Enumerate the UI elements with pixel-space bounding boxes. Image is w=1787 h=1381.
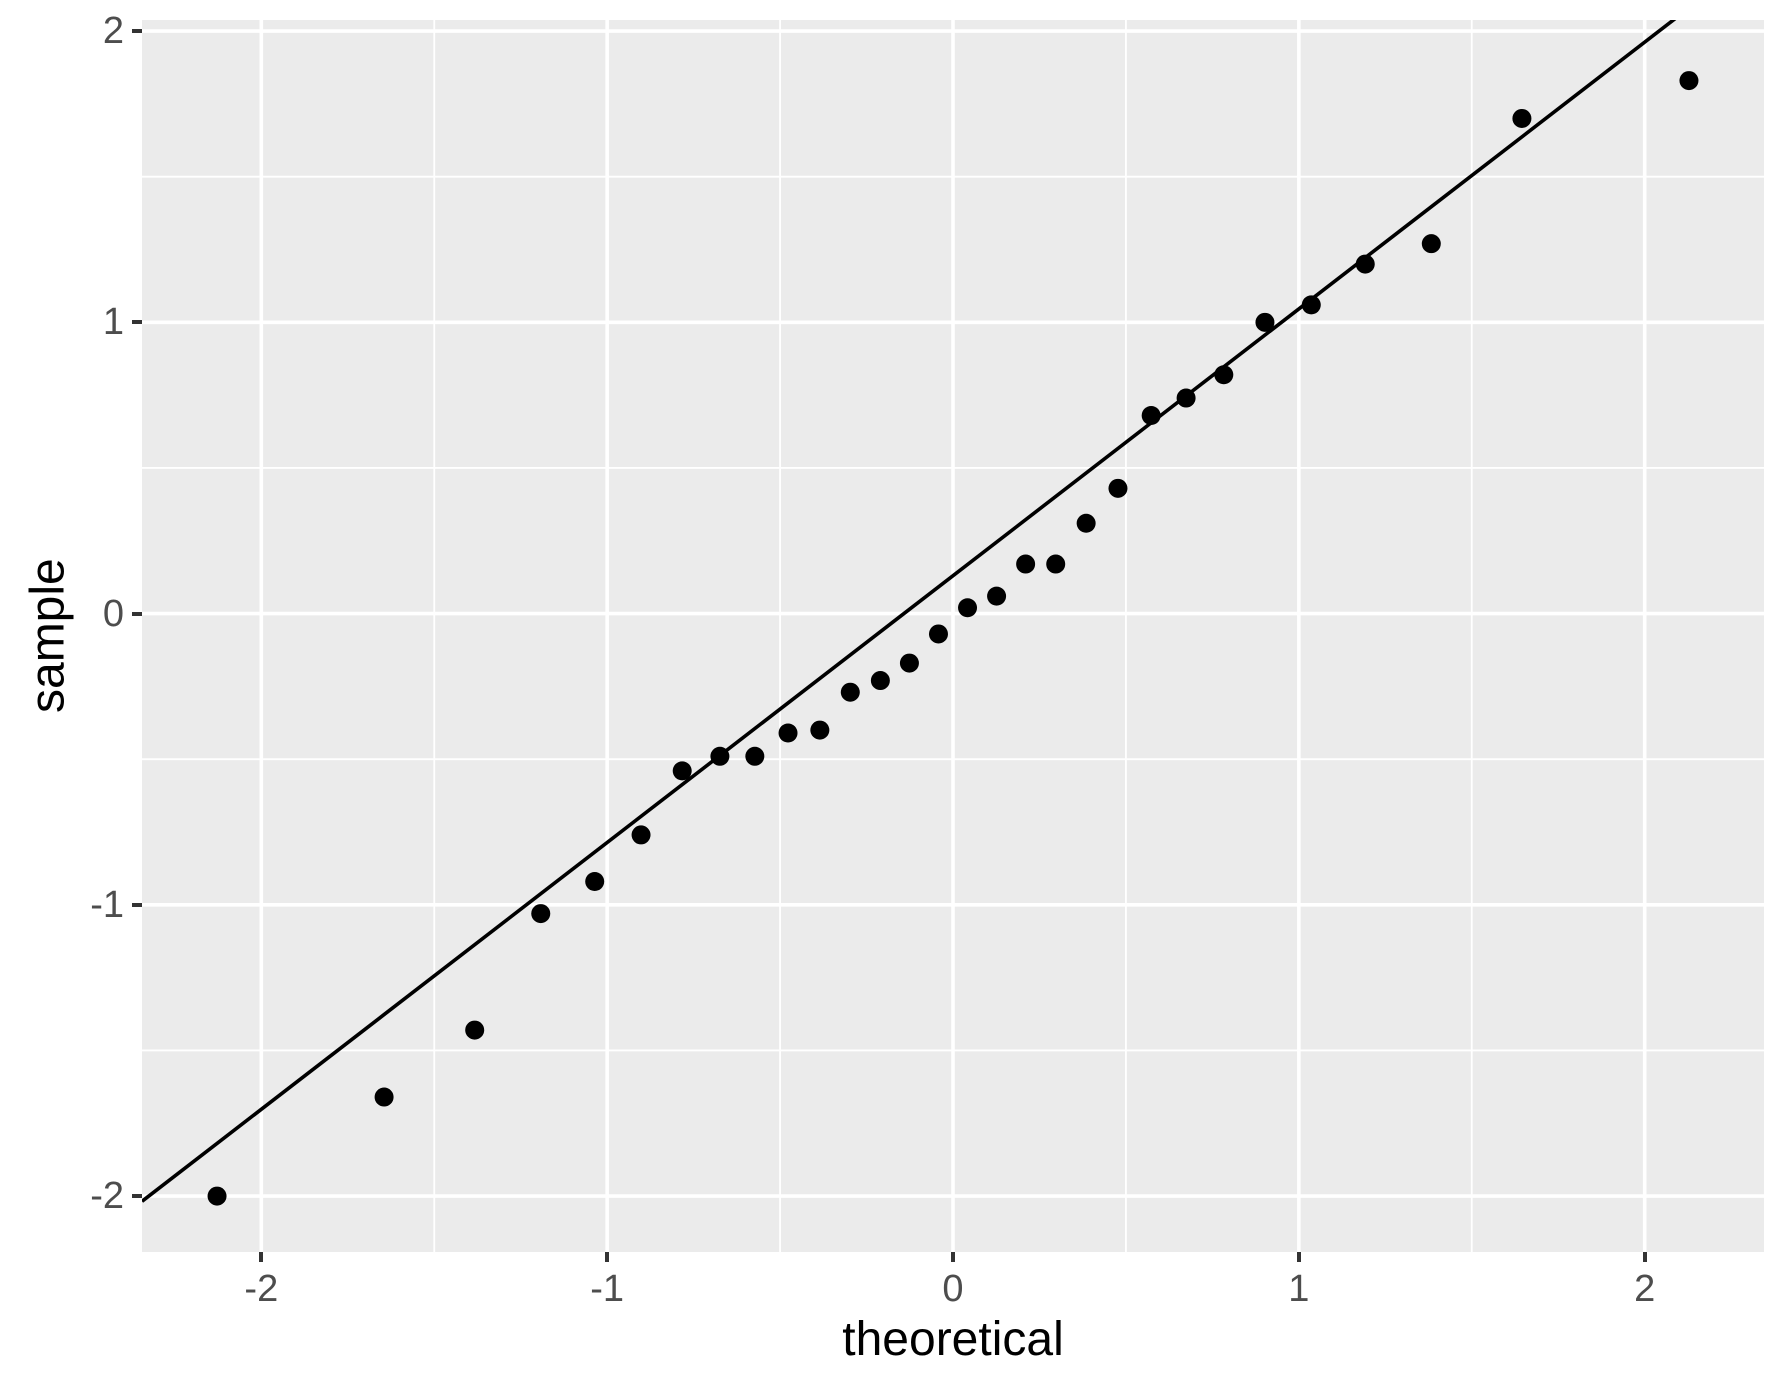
data-point bbox=[1421, 234, 1441, 254]
y-tick-label: 0 bbox=[102, 592, 124, 635]
y-tick-mark bbox=[132, 1194, 142, 1199]
x-tick-label: 0 bbox=[942, 1268, 964, 1310]
y-tick-mark bbox=[132, 320, 142, 325]
data-point bbox=[745, 746, 765, 766]
data-point bbox=[1176, 388, 1196, 408]
x-tick-mark bbox=[1296, 1252, 1301, 1262]
plot-panel bbox=[142, 20, 1764, 1252]
x-tick-mark bbox=[605, 1252, 610, 1262]
y-tick-mark bbox=[132, 902, 142, 907]
x-tick-label: 2 bbox=[1634, 1268, 1656, 1310]
data-point bbox=[987, 586, 1007, 606]
data-point bbox=[1046, 554, 1066, 574]
y-tick-label: 2 bbox=[102, 10, 124, 53]
y-tick-mark bbox=[132, 611, 142, 616]
data-point bbox=[1255, 312, 1275, 332]
y-tick-label: -1 bbox=[90, 883, 124, 926]
data-point bbox=[531, 904, 551, 924]
data-point bbox=[840, 682, 860, 702]
data-point bbox=[1076, 513, 1096, 533]
data-point bbox=[672, 761, 692, 781]
data-point bbox=[1355, 254, 1375, 274]
data-point bbox=[710, 746, 730, 766]
data-point bbox=[870, 671, 890, 691]
data-point bbox=[778, 723, 798, 743]
x-tick-mark bbox=[951, 1252, 955, 1262]
plot-svg bbox=[142, 20, 1764, 1252]
y-tick-label: 1 bbox=[102, 301, 124, 344]
data-point bbox=[465, 1020, 485, 1040]
data-point bbox=[958, 598, 978, 618]
data-point bbox=[1214, 365, 1234, 385]
x-tick-label: -1 bbox=[590, 1268, 625, 1310]
data-point bbox=[1301, 295, 1321, 315]
data-point bbox=[1512, 108, 1532, 128]
data-point bbox=[1679, 71, 1699, 91]
data-point bbox=[1141, 406, 1161, 426]
data-point bbox=[631, 825, 651, 845]
data-point bbox=[928, 624, 948, 644]
x-axis-title: theoretical bbox=[842, 1313, 1064, 1366]
x-tick-label: 1 bbox=[1288, 1268, 1310, 1310]
data-point bbox=[1108, 478, 1128, 498]
data-point bbox=[207, 1186, 227, 1206]
x-tick-label: -2 bbox=[244, 1268, 279, 1310]
data-point bbox=[899, 653, 919, 673]
y-tick-label: -2 bbox=[90, 1175, 124, 1218]
y-axis-title: sample bbox=[21, 558, 75, 714]
data-point bbox=[810, 720, 830, 740]
y-tick-mark bbox=[132, 29, 142, 34]
data-point bbox=[585, 872, 605, 892]
qq-reference-line bbox=[142, 20, 1677, 1203]
x-tick-mark bbox=[259, 1252, 264, 1262]
data-point bbox=[1016, 554, 1036, 574]
data-point bbox=[374, 1087, 394, 1107]
x-tick-mark bbox=[1642, 1252, 1647, 1262]
